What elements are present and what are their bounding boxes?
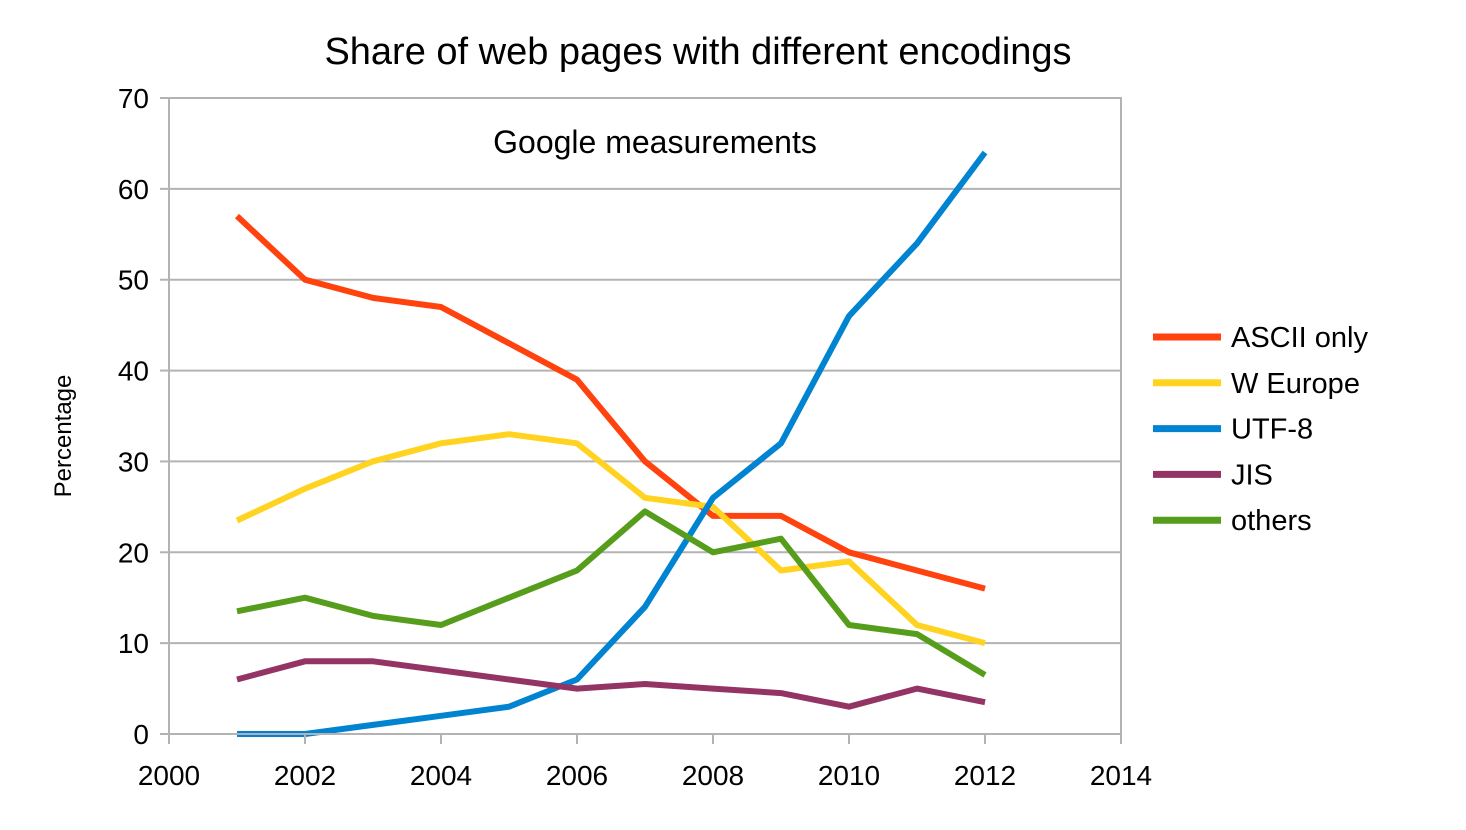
y-tick-label: 50 (118, 265, 149, 296)
legend-item-utf-8: UTF-8 (1153, 414, 1313, 446)
series-line-utf-8 (237, 150, 988, 737)
x-axis-ticks: 2000 2002 2004 2006 2008 2010 2012 2014 (138, 734, 1152, 791)
legend-item-others: others (1153, 505, 1312, 537)
x-tick-label: 2000 (138, 760, 200, 791)
x-tick-label: 2002 (274, 760, 336, 791)
y-tick-label: 60 (118, 174, 149, 205)
x-tick-label: 2012 (954, 760, 1016, 791)
y-tick-label: 10 (118, 628, 149, 659)
legend-item-jis: JIS (1153, 459, 1273, 491)
x-tick-label: 2014 (1090, 760, 1152, 791)
legend-label: JIS (1231, 459, 1273, 491)
legend-label: others (1231, 505, 1312, 537)
plot-area-border (168, 97, 1122, 735)
series-line-w-europe (235, 431, 986, 646)
y-tick-label: 30 (118, 446, 149, 477)
chart-title: Share of web pages with different encodi… (324, 31, 1071, 73)
x-tick-label: 2010 (818, 760, 880, 791)
legend: ASCII only W Europe UTF-8 JIS others (1153, 322, 1368, 537)
y-tick-label: 70 (118, 83, 149, 114)
legend-label: W Europe (1231, 368, 1360, 400)
y-tick-label: 40 (118, 356, 149, 387)
series-line-jis (236, 658, 986, 710)
x-tick-label: 2006 (546, 760, 608, 791)
legend-item-ascii-only: ASCII only (1153, 322, 1368, 354)
x-tick-label: 2008 (682, 760, 744, 791)
y-tick-label: 20 (118, 537, 149, 568)
series-line-others (236, 508, 987, 678)
legend-label: ASCII only (1231, 322, 1368, 354)
series-lines (234, 150, 988, 737)
series-line-ascii-only (234, 213, 986, 592)
x-tick-label: 2004 (410, 760, 472, 791)
legend-item-w-europe: W Europe (1153, 368, 1360, 400)
y-axis-ticks: 0 10 20 30 40 50 60 70 (118, 83, 169, 750)
y-tick-label: 0 (133, 719, 149, 750)
y-axis-label: Percentage (50, 375, 77, 498)
grid-lines (169, 97, 1121, 735)
chart-annotation: Google measurements (493, 124, 817, 160)
legend-label: UTF-8 (1231, 414, 1313, 446)
